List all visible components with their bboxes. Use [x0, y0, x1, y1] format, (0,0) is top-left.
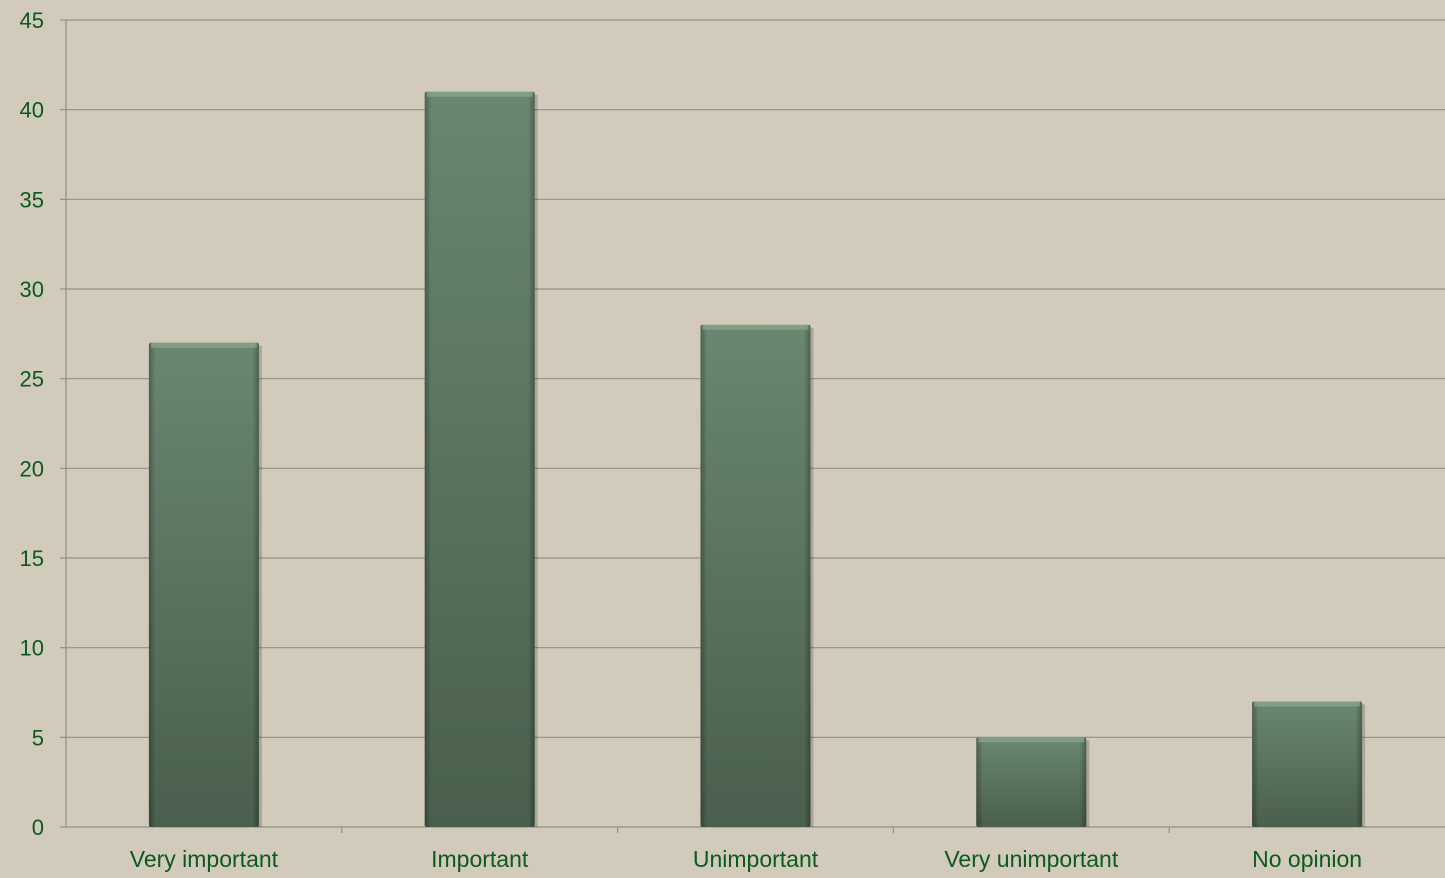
y-tick-label: 15	[20, 546, 44, 571]
y-tick-label: 0	[32, 815, 44, 840]
bar-edge-shade	[976, 737, 1087, 827]
y-tick-label: 45	[20, 8, 44, 33]
bar	[424, 91, 538, 827]
x-tick-label: Very unimportant	[944, 846, 1118, 872]
y-tick-label: 5	[32, 725, 44, 750]
bar	[700, 324, 814, 827]
bar	[1252, 701, 1366, 827]
y-tick-label: 35	[20, 187, 44, 212]
y-tick-labels: 0 5 10 15 20 25 30 35 40 45	[20, 8, 44, 840]
x-tick-label: Very important	[130, 846, 279, 872]
bar-top-highlight	[702, 324, 809, 330]
x-tick-label: Important	[431, 846, 529, 872]
bar-edge-shade	[700, 324, 811, 827]
bar	[976, 737, 1090, 827]
bar-edge-shade	[1252, 701, 1363, 827]
y-tick-label: 10	[20, 636, 44, 661]
x-tick-labels: Very important Important Unimportant Very u…	[130, 846, 1362, 872]
bars	[148, 91, 1366, 827]
y-tick-label: 30	[20, 277, 44, 302]
bar-top-highlight	[978, 737, 1085, 743]
x-tick-label: No opinion	[1252, 846, 1362, 872]
bar-edge-shade	[424, 91, 535, 827]
y-tick-label: 40	[20, 98, 44, 123]
x-tick-label: Unimportant	[693, 846, 819, 872]
y-tick-label: 25	[20, 367, 44, 392]
bar-edge-shade	[148, 342, 259, 827]
bar-top-highlight	[150, 342, 257, 348]
bar-top-highlight	[426, 91, 533, 97]
bar	[148, 342, 262, 827]
y-tick-label: 20	[20, 456, 44, 481]
bar-top-highlight	[1254, 701, 1361, 707]
